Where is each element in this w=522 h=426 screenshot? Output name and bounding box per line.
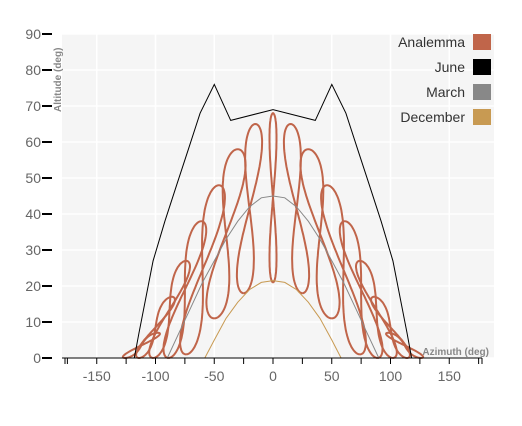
legend-label-march: March <box>426 84 465 100</box>
y-tick-label-2: 20 <box>25 278 41 294</box>
legend-swatch-june <box>473 59 491 75</box>
y-tick-label-0: 0 <box>33 350 41 366</box>
y-tick-label-9: 90 <box>25 26 41 42</box>
x-tick-label-6: 150 <box>438 368 462 384</box>
x-tick-label-3: 0 <box>269 368 277 384</box>
y-tick-label-5: 50 <box>25 170 41 186</box>
analemma-6 <box>235 122 264 295</box>
y-axis-title: Altitude (deg) <box>53 48 64 112</box>
y-tick-label-1: 10 <box>25 314 41 330</box>
y-tick-label-4: 40 <box>25 206 41 222</box>
y-tick-label-3: 30 <box>25 242 41 258</box>
analemma-5 <box>205 148 247 320</box>
x-axis-ticks: -150 -100 -50 0 50 100 150 <box>64 358 483 384</box>
y-tick-label-7: 70 <box>25 98 41 114</box>
legend-swatch-march <box>473 84 491 100</box>
analemma-1 <box>135 295 176 359</box>
analemma-10 <box>320 184 367 356</box>
x-tick-label-4: 50 <box>324 368 340 384</box>
legend-label-december: December <box>400 109 465 125</box>
series-line-june <box>133 83 413 359</box>
x-tick-label-5: 100 <box>379 368 403 384</box>
plot-background <box>62 34 494 358</box>
x-tick-label-0: -150 <box>83 368 111 384</box>
y-tick-label-8: 80 <box>25 62 41 78</box>
legend-label-june: June <box>435 59 466 75</box>
x-axis-title: Azimuth (deg) <box>422 347 489 358</box>
analemma-7 <box>268 112 278 284</box>
analemma-layer <box>121 112 425 359</box>
y-axis-ticks: 0 10 20 30 40 50 60 70 80 90 <box>25 26 52 366</box>
legend-label-analemma: Analemma <box>398 34 465 50</box>
legend-swatch-december <box>473 109 491 125</box>
legend-swatch-analemma <box>473 34 491 50</box>
x-tick-label-1: -100 <box>141 368 169 384</box>
analemma-9 <box>299 148 341 320</box>
series-line-december <box>204 280 342 359</box>
x-tick-label-2: -50 <box>204 368 224 384</box>
legend: Analemma June March December <box>398 34 491 125</box>
analemma-4 <box>179 184 226 356</box>
series-layer <box>133 83 413 359</box>
analemma-8 <box>282 122 311 295</box>
y-tick-label-6: 60 <box>25 134 41 150</box>
analemma-14 <box>385 331 425 359</box>
series-line-march <box>166 195 380 359</box>
